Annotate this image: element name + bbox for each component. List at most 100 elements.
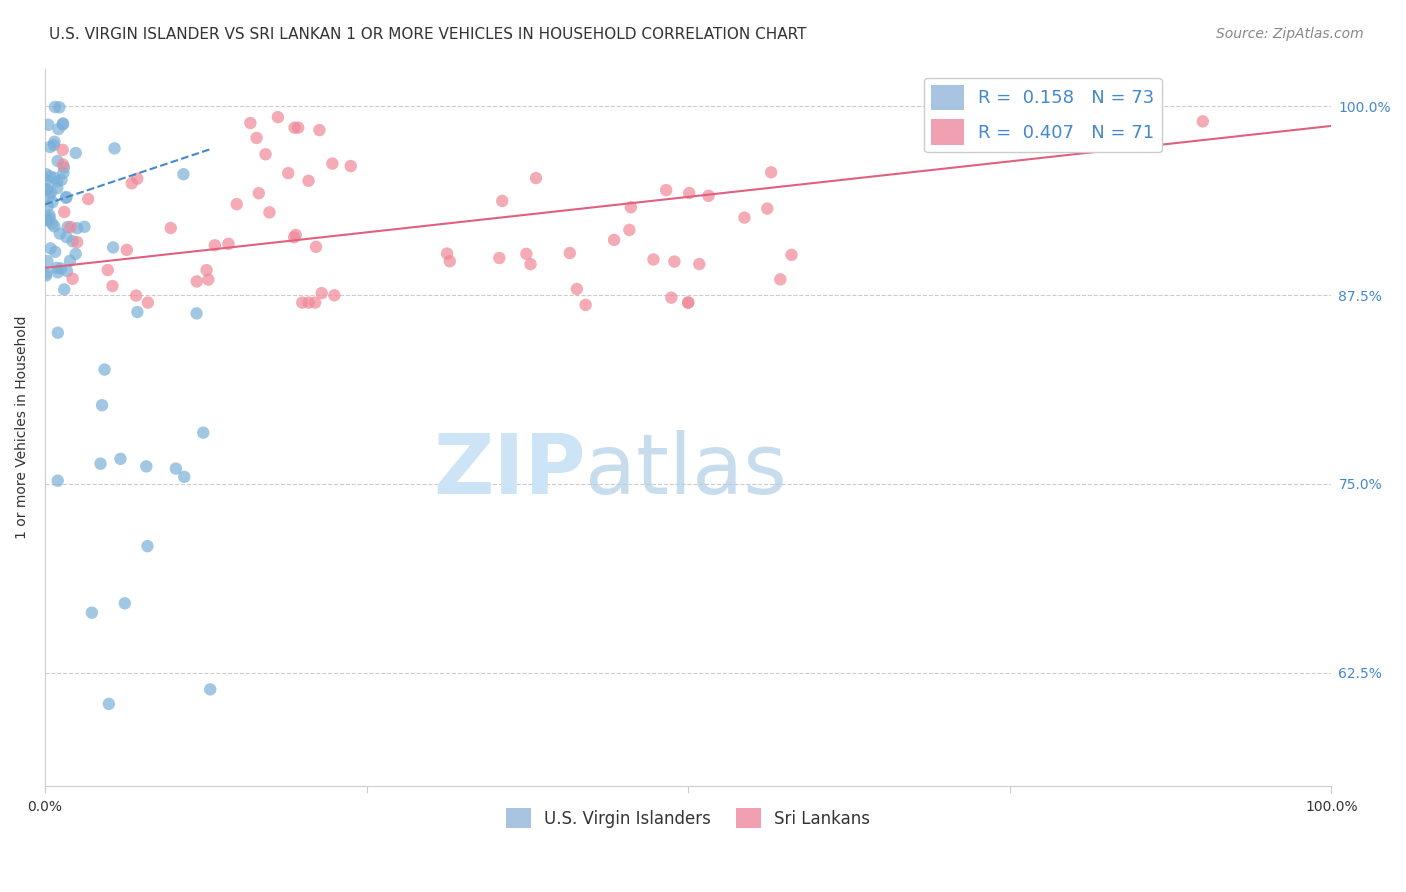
Point <box>197 272 219 286</box>
Point <box>53 282 76 296</box>
Point <box>620 200 643 214</box>
Text: Source: ZipAtlas.com: Source: ZipAtlas.com <box>1216 27 1364 41</box>
Point <box>661 291 683 305</box>
Point <box>97 263 120 277</box>
Point <box>524 171 547 186</box>
Point <box>173 470 195 484</box>
Point <box>575 298 598 312</box>
Point <box>56 219 79 234</box>
Point <box>77 192 100 206</box>
Point <box>44 219 66 234</box>
Point <box>217 236 239 251</box>
Point <box>37 118 59 132</box>
Point <box>38 208 60 222</box>
Point <box>756 202 779 216</box>
Point <box>46 326 69 340</box>
Point <box>759 165 782 179</box>
Point <box>42 138 65 153</box>
Point <box>225 197 247 211</box>
Point <box>114 596 136 610</box>
Point <box>35 266 58 280</box>
Point <box>239 116 262 130</box>
Point <box>38 189 60 203</box>
Point <box>48 100 70 114</box>
Point <box>676 295 699 310</box>
Point <box>39 186 62 200</box>
Point <box>204 238 226 252</box>
Point <box>558 246 581 260</box>
Point <box>41 217 63 231</box>
Point <box>676 295 699 310</box>
Point <box>304 295 326 310</box>
Point <box>39 241 62 255</box>
Point <box>643 252 665 267</box>
Point <box>287 120 309 135</box>
Point <box>297 174 319 188</box>
Point <box>277 166 299 180</box>
Point <box>291 295 314 310</box>
Point <box>52 157 75 171</box>
Point <box>59 253 82 268</box>
Point <box>339 159 361 173</box>
Point <box>305 240 328 254</box>
Point <box>37 254 59 268</box>
Point <box>1191 114 1213 128</box>
Point <box>55 190 77 204</box>
Point <box>52 161 75 175</box>
Point <box>664 254 686 268</box>
Point <box>52 116 75 130</box>
Point <box>127 171 149 186</box>
Point <box>46 265 69 279</box>
Point <box>115 243 138 257</box>
Point <box>48 122 70 136</box>
Point <box>59 220 82 235</box>
Point <box>55 230 77 244</box>
Point <box>35 167 58 181</box>
Point <box>323 288 346 302</box>
Point <box>200 682 222 697</box>
Point <box>46 153 69 168</box>
Point <box>46 174 69 188</box>
Point <box>697 189 720 203</box>
Point <box>49 227 72 241</box>
Point <box>127 305 149 319</box>
Point <box>66 221 89 235</box>
Point <box>491 194 513 208</box>
Point <box>35 211 58 226</box>
Legend: U.S. Virgin Islanders, Sri Lankans: U.S. Virgin Islanders, Sri Lankans <box>499 801 877 835</box>
Point <box>780 248 803 262</box>
Point <box>55 191 77 205</box>
Point <box>45 260 67 275</box>
Point <box>44 100 66 114</box>
Point <box>159 221 181 235</box>
Point <box>44 170 66 185</box>
Point <box>39 169 62 184</box>
Text: ZIP: ZIP <box>433 430 585 511</box>
Point <box>439 254 461 268</box>
Point <box>35 182 58 196</box>
Point <box>311 286 333 301</box>
Point <box>136 295 159 310</box>
Point <box>56 264 79 278</box>
Point <box>267 110 290 124</box>
Point <box>259 205 281 219</box>
Y-axis label: 1 or more Vehicles in Household: 1 or more Vehicles in Household <box>15 316 30 539</box>
Point <box>66 235 89 249</box>
Point <box>35 173 58 187</box>
Point <box>125 288 148 302</box>
Point <box>35 213 58 227</box>
Point <box>135 459 157 474</box>
Point <box>37 199 59 213</box>
Point <box>65 145 87 160</box>
Point <box>65 247 87 261</box>
Point <box>655 183 678 197</box>
Point <box>101 240 124 254</box>
Point <box>619 223 641 237</box>
Point <box>101 279 124 293</box>
Point <box>62 234 84 248</box>
Point <box>39 140 62 154</box>
Point <box>73 219 96 234</box>
Point <box>186 275 208 289</box>
Point <box>97 697 120 711</box>
Point <box>46 474 69 488</box>
